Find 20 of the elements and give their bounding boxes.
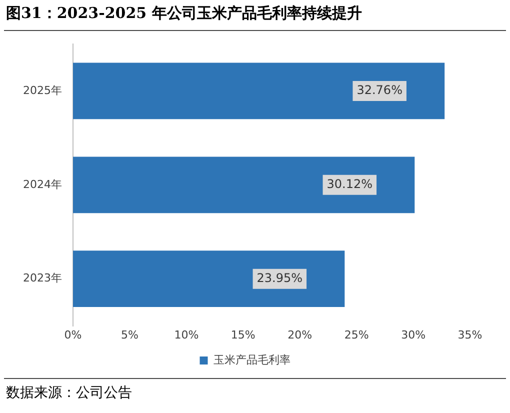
y-tick-label: 2024年	[22, 178, 62, 191]
chart-title: 图31：2023-2025 年公司玉米产品毛利率持续提升	[6, 4, 362, 23]
x-tick-label: 5%	[120, 328, 138, 342]
data-label: 23.95%	[256, 270, 303, 285]
data-label: 30.12%	[326, 177, 373, 192]
x-tick-label: 25%	[344, 328, 369, 342]
x-tick-label: 20%	[288, 328, 312, 342]
y-tick-label: 2025年	[22, 84, 62, 97]
x-tick-label: 15%	[230, 328, 256, 342]
bar	[72, 156, 415, 214]
y-tick-label: 2023年	[22, 272, 62, 285]
bar	[72, 62, 445, 120]
source-note: 数据来源：公司公告	[6, 384, 132, 402]
x-tick-label: 0%	[64, 328, 82, 342]
x-tick-label: 30%	[401, 328, 426, 342]
data-label: 32.76%	[356, 83, 402, 98]
x-tick-label: 10%	[174, 328, 199, 342]
x-tick-label: 35%	[458, 328, 482, 342]
bar	[72, 250, 345, 308]
legend-label: 玉米产品毛利率	[213, 353, 290, 366]
